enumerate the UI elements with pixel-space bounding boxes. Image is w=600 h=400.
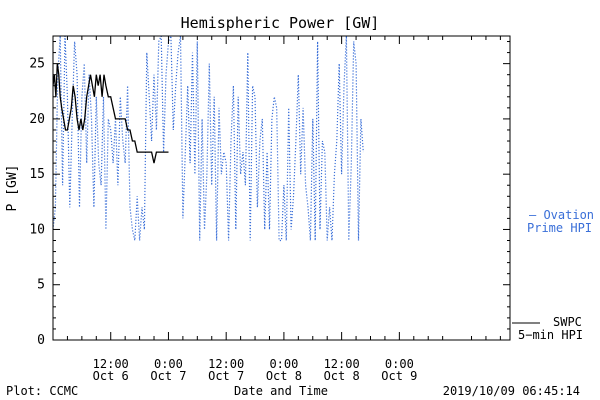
series-line-ovation (53, 36, 364, 242)
y-tick-label: 15 (29, 167, 45, 182)
plot-timestamp: 2019/10/09 06:45:14 (443, 384, 580, 398)
series-line-swpc (53, 63, 169, 164)
y-tick-label: 25 (29, 57, 45, 72)
legend-swpc-line1: SWPC (553, 315, 582, 329)
y-axis-label: P [GW] (5, 165, 20, 212)
x-tick-time: 0:00 (385, 357, 414, 371)
x-tick-date: Oct 8 (266, 369, 302, 383)
legend-ovation-line2: Prime HPI (527, 221, 592, 235)
x-tick-time: 0:00 (154, 357, 183, 371)
x-tick-date: Oct 7 (150, 369, 186, 383)
legend-ovation-line1: — Ovation (529, 208, 594, 222)
chart-title: Hemispheric Power [GW] (181, 14, 380, 32)
legend-swpc-line2: 5−min HPI (518, 328, 583, 342)
y-tick-label: 5 (37, 278, 45, 293)
y-tick-label: 20 (29, 112, 45, 127)
x-tick-date: Oct 6 (93, 369, 129, 383)
y-tick-label: 0 (37, 333, 45, 348)
plot-frame (52, 35, 511, 341)
x-tick-date: Oct 7 (208, 369, 244, 383)
x-axis-label: Date and Time (234, 384, 328, 398)
plot-credit: Plot: CCMC (6, 384, 78, 398)
x-tick-time: 0:00 (269, 357, 298, 371)
y-tick-label: 10 (29, 222, 45, 237)
x-tick-time: 12:00 (324, 357, 360, 371)
x-tick-time: 12:00 (93, 357, 129, 371)
x-tick-date: Oct 9 (381, 369, 417, 383)
x-tick-time: 12:00 (208, 357, 244, 371)
x-tick-date: Oct 8 (324, 369, 360, 383)
